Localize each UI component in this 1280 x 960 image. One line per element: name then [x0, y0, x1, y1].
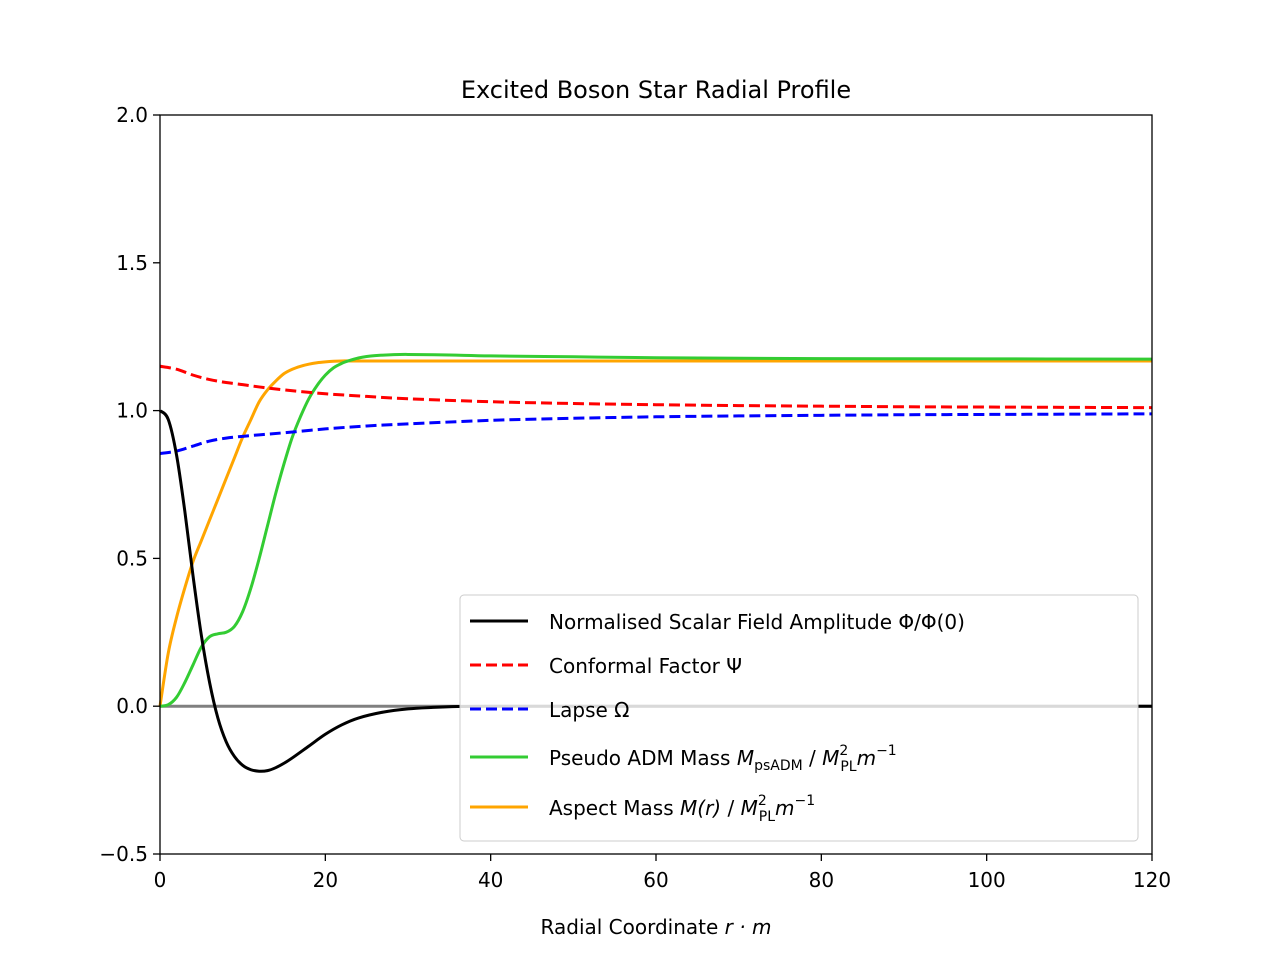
legend-label-prefix: Aspect Mass	[549, 796, 680, 820]
legend-subscript: PL	[759, 809, 775, 825]
legend-label-conformal: Conformal Factor Ψ	[549, 654, 742, 678]
series-line-aspect	[158, 359, 1152, 707]
legend-label-lapse: Lapse Ω	[549, 698, 629, 722]
legend-math: m	[857, 746, 876, 770]
x-tick-label: 80	[809, 868, 834, 892]
x-tick-label: 0	[154, 868, 167, 892]
y-tick-label: 0.5	[116, 546, 148, 570]
legend-subscript: PL	[840, 759, 856, 775]
legend-separator: /	[721, 796, 740, 820]
y-tick-label: 1.5	[116, 251, 148, 275]
legend-label-psadm: Pseudo ADM Mass MpsADM / M2 PLm−1	[549, 743, 897, 775]
legend: Normalised Scalar Field Amplitude Φ/Φ(0)…	[459, 594, 1139, 842]
y-tick-label: 0.0	[116, 694, 148, 718]
legend-superscript: 2	[758, 793, 767, 809]
x-axis-label-text: Radial Coordinate	[541, 915, 725, 939]
x-tick-label: 120	[1133, 868, 1171, 892]
series-line-conformal	[159, 364, 1153, 410]
legend-superscript: 2	[839, 743, 848, 759]
legend-math: M(r)	[680, 796, 721, 820]
x-axis-label: Radial Coordinate r · m	[541, 915, 772, 939]
x-tick-label: 60	[643, 868, 668, 892]
legend-subscript: psADM	[754, 758, 803, 774]
series-line-lapse	[159, 412, 1153, 455]
y-tick-label: 1.0	[116, 399, 148, 423]
x-axis-label-math: r · m	[725, 915, 772, 939]
x-axis: 0 20 40 60 80 100 120	[154, 854, 1171, 892]
legend-box	[459, 594, 1139, 842]
legend-superscript: −1	[876, 743, 897, 759]
legend-separator: /	[803, 746, 822, 770]
x-tick-label: 20	[313, 868, 338, 892]
legend-label-prefix: Pseudo ADM Mass	[549, 746, 737, 770]
series-line-psadm	[159, 352, 1153, 708]
y-tick-label: 2.0	[116, 103, 148, 127]
legend-superscript: −1	[794, 793, 815, 809]
x-tick-label: 100	[968, 868, 1006, 892]
legend-math: M	[822, 746, 839, 770]
y-tick-label: −0.5	[99, 842, 148, 866]
legend-label-aspect: Aspect Mass M(r) / M2 PLm−1	[549, 793, 815, 825]
legend-math: M	[741, 796, 758, 820]
x-tick-label: 40	[478, 868, 503, 892]
legend-math: M	[737, 746, 754, 770]
chart-title: Excited Boson Star Radial Profile	[461, 76, 851, 104]
legend-math: m	[775, 796, 794, 820]
y-axis: −0.5 0.0 0.5 1.0 1.5 2.0	[99, 103, 160, 866]
legend-label-scalar: Normalised Scalar Field Amplitude Φ/Φ(0)	[549, 610, 965, 634]
